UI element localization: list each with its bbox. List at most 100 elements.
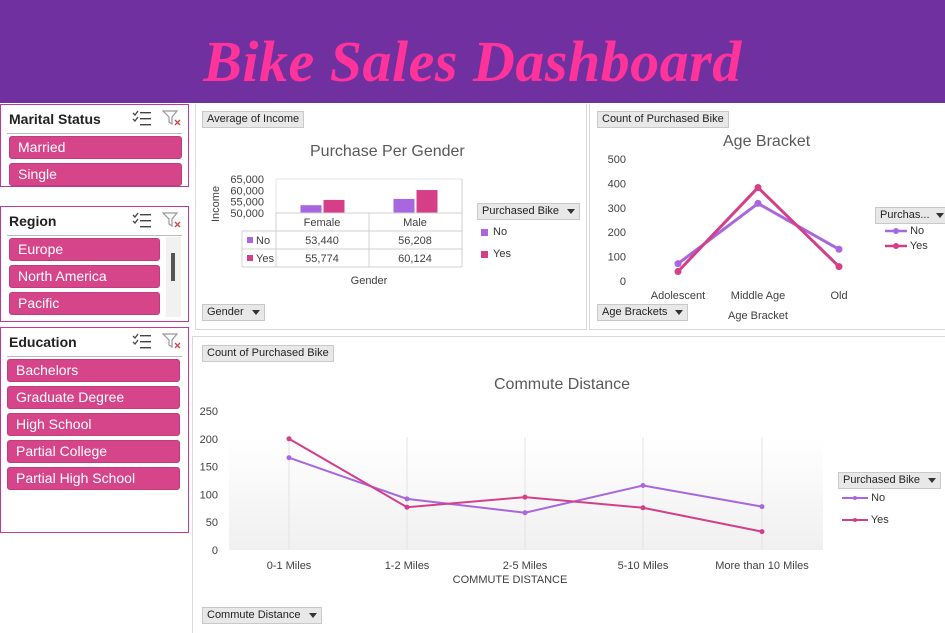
data-point[interactable] xyxy=(835,263,843,271)
data-point[interactable] xyxy=(759,504,765,510)
value-field-button[interactable]: Count of Purchased Bike xyxy=(202,345,334,362)
slicer-item-bachelors[interactable]: Bachelors xyxy=(7,359,180,382)
slicer-marital-status: Marital Status Married Single xyxy=(0,104,189,187)
slicer-education: Education Bachelors Graduate Degree High… xyxy=(0,327,189,533)
axis-field-button[interactable]: Commute Distance xyxy=(202,607,322,624)
data-point[interactable] xyxy=(754,199,762,207)
bar-no-male[interactable] xyxy=(393,198,415,213)
data-point[interactable] xyxy=(522,494,528,500)
slicer-item-graduate-degree[interactable]: Graduate Degree xyxy=(7,386,180,409)
slicer-title: Education xyxy=(9,334,77,350)
y-tick-label: 200 xyxy=(200,434,218,446)
value-field-button[interactable]: Count of Purchased Bike xyxy=(597,111,729,128)
table-series-no: No xyxy=(256,235,270,247)
x-tick-label: 2-5 Miles xyxy=(503,560,548,572)
slicer-title: Marital Status xyxy=(9,111,101,127)
clear-filter-icon[interactable] xyxy=(162,211,182,229)
y-tick-label: 60,000 xyxy=(230,185,264,197)
bar-yes-female[interactable] xyxy=(323,199,345,213)
legend-field-button[interactable]: Purchased Bike xyxy=(477,203,581,220)
multi-select-icon[interactable] xyxy=(132,332,152,350)
legend-field-button[interactable]: Purchased Bike xyxy=(838,472,942,489)
scrollbar-thumb[interactable] xyxy=(171,253,175,281)
y-tick-label: 250 xyxy=(200,406,218,418)
commute-chart-canvas: 250 200 150 100 50 0 0-1 Miles 1-2 Miles 2-5 Mi… xyxy=(200,406,823,586)
age-chart-canvas: 500 400 300 200 100 0 Adolescent Middle Age Old… xyxy=(608,154,848,322)
data-point[interactable] xyxy=(286,455,292,461)
table-cell: 55,774 xyxy=(305,253,339,265)
x-tick-label: 5-10 Miles xyxy=(618,560,669,572)
dropdown-arrow-icon xyxy=(308,612,317,618)
multi-select-icon[interactable] xyxy=(132,211,152,229)
data-point[interactable] xyxy=(640,483,646,489)
dropdown-arrow-icon xyxy=(567,208,576,214)
chart-commute-distance: Count of Purchased Bike Commute Distance… xyxy=(192,336,945,633)
legend-item-yes: Yes xyxy=(481,248,511,260)
category-label-female: Female xyxy=(304,217,341,229)
table-cell: 53,440 xyxy=(305,235,339,247)
bar-yes-male[interactable] xyxy=(416,190,438,213)
slicer-item-pacific[interactable]: Pacific xyxy=(9,292,160,315)
series-line-no[interactable] xyxy=(677,201,840,265)
axis-field-button[interactable]: Age Brackets xyxy=(597,304,689,321)
x-tick-label: 0-1 Miles xyxy=(267,560,312,572)
dropdown-arrow-icon xyxy=(675,309,684,315)
slicer-item-europe[interactable]: Europe xyxy=(9,238,160,261)
x-tick-label: Adolescent xyxy=(651,290,705,302)
slicer-scrollbar[interactable] xyxy=(166,237,181,317)
x-axis-title: COMMUTE DISTANCE xyxy=(453,574,568,586)
y-tick-label: 0 xyxy=(212,545,218,557)
multi-select-icon[interactable] xyxy=(132,109,152,127)
legend-item-no: No xyxy=(481,226,507,238)
y-tick-label: 50,000 xyxy=(230,208,264,220)
x-axis-title: Gender xyxy=(351,275,388,287)
data-point[interactable] xyxy=(754,184,762,192)
slicer-item-single[interactable]: Single xyxy=(9,163,182,186)
slicer-title: Region xyxy=(9,213,57,229)
x-axis-title: Age Bracket xyxy=(728,310,788,322)
chart-title: Purchase Per Gender xyxy=(310,143,465,160)
data-point[interactable] xyxy=(835,245,843,253)
y-tick-label: 400 xyxy=(608,178,626,190)
legend-field-button[interactable]: Purchas... xyxy=(875,207,945,224)
legend-item-yes: Yes xyxy=(885,240,928,252)
y-tick-label: 65,000 xyxy=(230,174,264,186)
slicer-item-north-america[interactable]: North America xyxy=(9,265,160,288)
x-tick-label: Middle Age xyxy=(731,290,785,302)
y-tick-label: 55,000 xyxy=(230,197,264,209)
clear-filter-icon[interactable] xyxy=(162,332,182,350)
y-tick-label: 100 xyxy=(608,252,626,264)
clear-filter-icon[interactable] xyxy=(162,109,182,127)
value-field-button[interactable]: Average of Income xyxy=(202,111,305,128)
slicer-item-married[interactable]: Married xyxy=(9,136,182,159)
data-point[interactable] xyxy=(674,260,682,268)
y-tick-label: 50 xyxy=(206,517,218,529)
slicer-item-high-school[interactable]: High School xyxy=(7,413,180,436)
legend-item-no: No xyxy=(885,225,924,237)
bar-no-female[interactable] xyxy=(300,205,322,213)
chart-title: Commute Distance xyxy=(494,376,631,393)
dropdown-arrow-icon xyxy=(928,477,937,483)
data-point[interactable] xyxy=(759,529,765,535)
data-point[interactable] xyxy=(286,436,292,442)
data-point[interactable] xyxy=(404,496,410,502)
y-tick-label: 500 xyxy=(608,154,626,166)
dashboard-title: Bike Sales Dashboard xyxy=(203,29,742,94)
legend-item-no: No xyxy=(842,492,885,504)
y-axis-title: Income xyxy=(210,186,222,222)
axis-field-button[interactable]: Gender xyxy=(202,304,265,321)
slicer-item-partial-college[interactable]: Partial College xyxy=(7,440,180,463)
data-point[interactable] xyxy=(640,505,646,511)
data-point[interactable] xyxy=(674,267,682,275)
x-tick-label: More than 10 Miles xyxy=(715,560,809,572)
dropdown-arrow-icon xyxy=(251,309,260,315)
slicer-item-partial-high-school[interactable]: Partial High School xyxy=(7,467,180,490)
y-tick-label: 0 xyxy=(620,276,626,288)
y-tick-label: 200 xyxy=(608,227,626,239)
y-tick-label: 150 xyxy=(200,462,218,474)
data-point[interactable] xyxy=(404,504,410,510)
data-point[interactable] xyxy=(522,510,528,516)
dropdown-arrow-icon xyxy=(935,212,944,218)
